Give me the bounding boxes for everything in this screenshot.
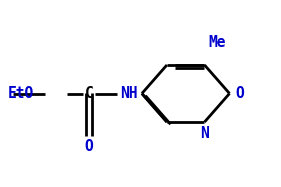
Text: EtO: EtO	[8, 86, 34, 101]
Text: C: C	[85, 86, 93, 101]
Text: NH: NH	[121, 86, 138, 101]
Text: N: N	[200, 126, 209, 141]
Text: Me: Me	[208, 35, 226, 50]
Text: O: O	[235, 86, 244, 101]
Text: O: O	[85, 139, 93, 154]
